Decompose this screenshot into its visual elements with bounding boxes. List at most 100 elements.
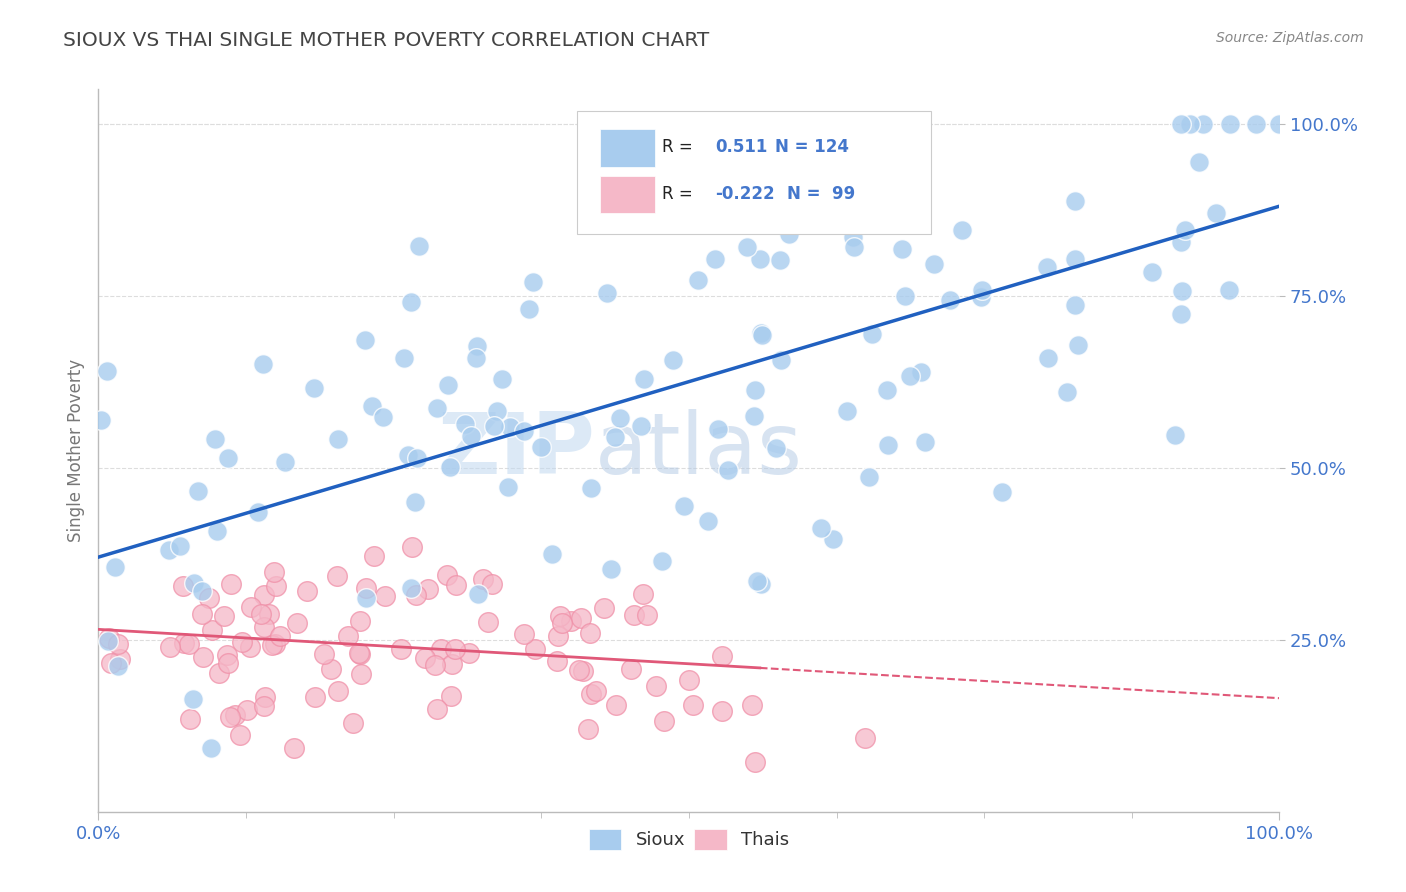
Point [842,240,865,254]
Point [247,505,270,519]
Point [633,372,655,386]
Point [90,412,112,426]
Point [405,450,427,465]
Point [197,591,219,605]
Point [295,583,318,598]
Text: ZIP: ZIP [437,409,595,492]
Point [496,480,519,494]
Point [651,554,673,568]
Point [236,703,259,717]
Point [374,590,396,604]
Text: N = 124: N = 124 [775,138,849,156]
Point [893,289,915,303]
Point [304,690,326,704]
Point [342,716,364,731]
Point [1219,117,1241,131]
Point [354,581,377,595]
Point [914,434,936,449]
Point [793,169,815,184]
Point [481,577,503,591]
Point [1170,235,1192,250]
Point [399,581,422,595]
Point [592,601,614,615]
Point [250,607,273,621]
Point [585,683,607,698]
Point [159,640,181,654]
Point [426,401,449,416]
Point [97,634,120,648]
Point [215,648,238,663]
Point [319,662,342,676]
Point [183,576,205,591]
Point [810,521,832,535]
Point [1218,283,1240,297]
Point [349,615,371,629]
Point [1170,117,1192,131]
Point [426,702,449,716]
Point [1064,298,1087,312]
Point [337,629,360,643]
Point [827,172,849,186]
Point [710,704,733,718]
Point [636,608,658,623]
Point [437,378,460,392]
Point [815,201,838,215]
Point [430,642,453,657]
Point [204,432,226,446]
Point [440,689,463,703]
Point [219,577,242,591]
Point [620,662,643,676]
Point [778,227,800,241]
Point [1056,385,1078,400]
FancyBboxPatch shape [576,111,931,234]
Point [605,430,627,444]
Point [173,636,195,650]
Point [748,252,770,266]
Point [157,542,180,557]
FancyBboxPatch shape [600,176,655,213]
Point [326,569,349,583]
Point [104,560,127,574]
Point [491,372,513,386]
Point [259,607,281,622]
Point [1188,155,1211,169]
Point [328,684,350,698]
Point [97,631,120,645]
Point [191,583,214,598]
Point [970,290,993,304]
Point [579,481,602,495]
Point [512,627,534,641]
Point [713,192,735,206]
Point [181,691,204,706]
Point [704,252,727,267]
Point [353,334,375,348]
Point [512,424,534,438]
Text: R =: R = [662,138,697,156]
Point [1067,338,1090,352]
Point [252,357,274,371]
Point [239,640,262,654]
Point [517,301,540,316]
Point [678,673,700,688]
Point [842,230,865,244]
Point [1140,265,1163,279]
Point [910,365,932,379]
Point [744,383,766,397]
Point [1035,260,1057,274]
Point [467,587,489,601]
Point [1170,307,1192,321]
Point [486,404,509,418]
Point [546,654,568,668]
Point [465,339,488,353]
Point [482,419,505,434]
Point [405,588,427,602]
Point [652,714,675,729]
Point [285,615,308,630]
Point [630,419,652,434]
Point [547,630,569,644]
Point [263,637,285,651]
Point [190,607,212,621]
Y-axis label: Single Mother Poverty: Single Mother Poverty [66,359,84,542]
Point [262,638,284,652]
Point [860,117,883,131]
